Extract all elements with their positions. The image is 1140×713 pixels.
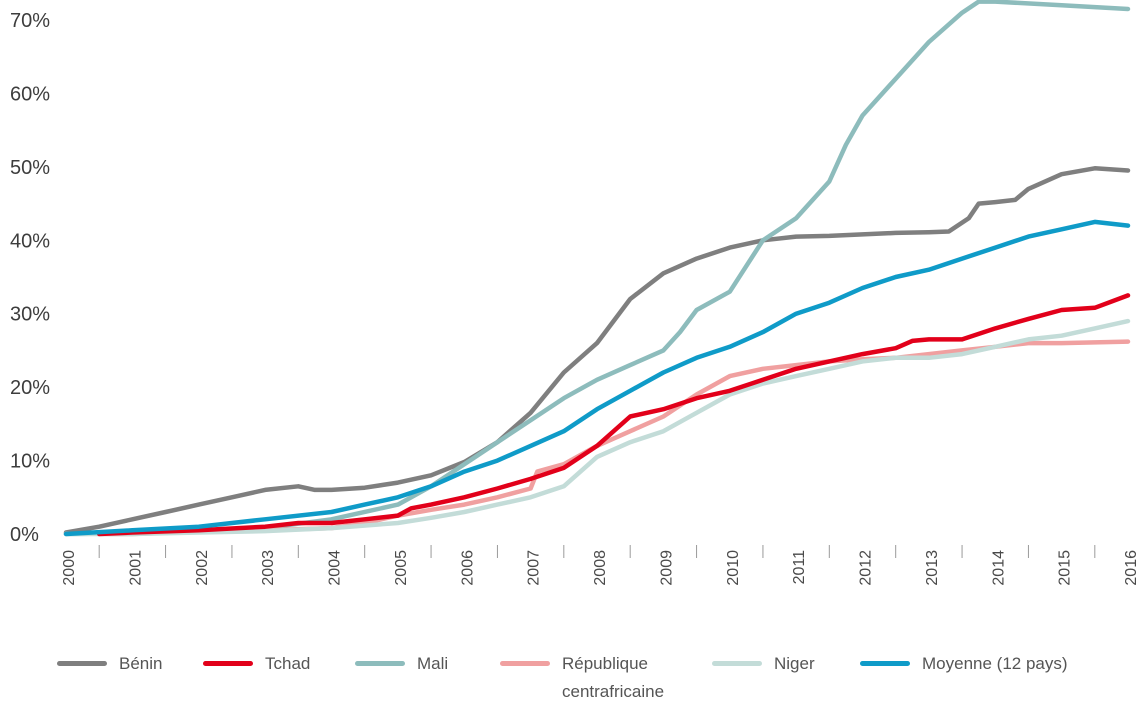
x-tick-label: 2014 <box>990 550 1007 586</box>
legend-item-tchad: Tchad <box>203 650 310 678</box>
y-tick-label: 20% <box>10 377 50 399</box>
legend-item-mali: Mali <box>355 650 448 678</box>
legend: Bénin Tchad Mali République centrafricai… <box>0 650 1140 710</box>
legend-item-moyenne: Moyenne (12 pays) <box>860 650 1068 678</box>
series-line-0 <box>63 166 1131 535</box>
series-line-4 <box>96 293 1131 537</box>
legend-swatch-tchad <box>203 661 253 666</box>
legend-label-tchad: Tchad <box>265 654 311 673</box>
x-tick-label: 2003 <box>260 550 277 586</box>
legend-swatch-niger <box>712 661 762 666</box>
y-tick-label: 10% <box>10 451 50 473</box>
series-lines <box>63 0 1131 537</box>
legend-label-mali: Mali <box>417 654 449 673</box>
legend-swatch-moyenne <box>860 661 910 666</box>
legend-label-niger: Niger <box>774 654 815 673</box>
x-tick-label: 2004 <box>327 550 344 586</box>
legend-label-benin: Bénin <box>119 654 163 673</box>
y-tick-label: 60% <box>10 83 50 105</box>
legend-swatch-benin <box>57 661 107 666</box>
series-line-3 <box>63 318 1131 537</box>
legend-item-rca: République centrafricaine <box>500 650 697 706</box>
y-tick-label: 0% <box>10 524 39 546</box>
x-tick-label: 2006 <box>459 550 476 586</box>
x-tick-label: 2007 <box>526 550 543 586</box>
legend-label-rca: République centrafricaine <box>562 654 665 701</box>
legend-swatch-mali <box>355 661 405 666</box>
x-tick-label: 2011 <box>791 550 808 585</box>
x-tick-label: 2013 <box>924 550 941 586</box>
x-tick-label: 2015 <box>1057 550 1074 586</box>
series-line-1 <box>63 0 1131 537</box>
x-tick-label: 2010 <box>725 550 742 586</box>
legend-item-benin: Bénin <box>57 650 162 678</box>
y-tick-label: 40% <box>10 230 50 252</box>
y-tick-label: 30% <box>10 304 50 326</box>
y-axis-ticks: 0% 10% 20% 30% 40% 50% 60% 70% <box>10 10 50 546</box>
series-line-5 <box>63 219 1131 537</box>
x-tick-label: 2009 <box>658 550 675 586</box>
x-tick-label: 2002 <box>194 550 211 586</box>
x-axis-ticks: 2000 2001 2002 2003 2004 2005 2006 2007 2008 2009… <box>61 545 1140 586</box>
x-tick-label: 2016 <box>1123 550 1140 586</box>
x-tick-label: 2001 <box>127 550 144 586</box>
y-tick-label: 70% <box>10 10 50 32</box>
x-tick-label: 2012 <box>858 550 875 586</box>
x-tick-label: 2000 <box>61 550 78 586</box>
line-chart: 0% 10% 20% 30% 40% 50% 60% 70% 2000 2001 2002 2003… <box>10 0 1140 586</box>
x-tick-label: 2005 <box>393 550 410 586</box>
legend-item-niger: Niger <box>712 650 815 678</box>
x-tick-label: 2008 <box>592 550 609 586</box>
legend-label-moyenne: Moyenne (12 pays) <box>922 654 1068 673</box>
y-tick-label: 50% <box>10 157 50 179</box>
legend-swatch-rca <box>500 661 550 666</box>
